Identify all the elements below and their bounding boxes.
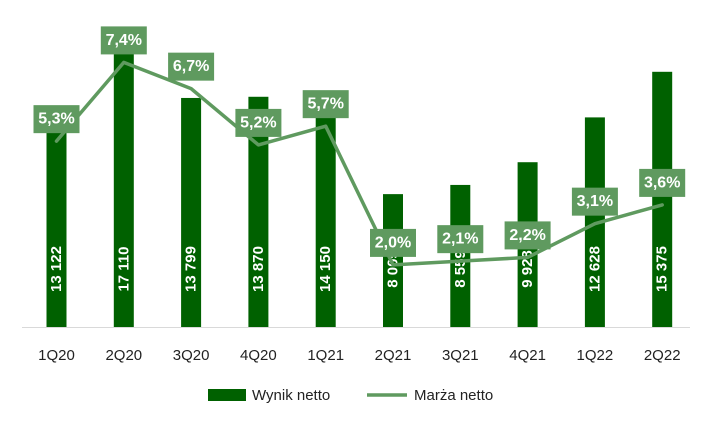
margin-label-box (302, 90, 349, 119)
legend: Wynik netto Marża netto (208, 387, 493, 404)
bar-value-label: 13 799 (183, 246, 200, 292)
x-tick-label: 2Q21 (375, 347, 412, 364)
margin-value-label: 6,7% (173, 58, 209, 75)
margin-label-box (33, 105, 80, 134)
bar-4q20 (248, 96, 269, 327)
legend-bar-swatch (208, 389, 246, 401)
margin-value-label: 5,3% (38, 111, 74, 128)
bar-value-label: 12 628 (586, 246, 603, 292)
margin-value-label: 5,7% (307, 96, 343, 113)
margin-label-box (370, 228, 416, 257)
line-layer: 5,3% 7,4% 6,7% 5,2% 5,7% 2,0% 2,1% 2,2% 3,1% 3,6% (33, 26, 686, 267)
x-tick-label: 3Q21 (442, 347, 479, 364)
bar-1q20 (46, 109, 67, 328)
bar-value-label: 15 375 (654, 246, 671, 292)
bar-2q22 (652, 71, 673, 327)
margin-label-box (168, 52, 215, 81)
x-tick-label: 3Q20 (173, 347, 210, 364)
margin-value-label: 2,1% (442, 231, 478, 248)
margin-value-label: 2,0% (375, 234, 411, 251)
bar-value-label: 8 559 (452, 250, 469, 288)
x-tick-label: 4Q20 (240, 347, 277, 364)
bar-value-label: 17 110 (115, 246, 132, 291)
margin-label-box (504, 221, 551, 250)
bar-value-label: 13 870 (250, 246, 267, 292)
bar-3q20 (181, 97, 202, 327)
margin-value-label: 2,2% (509, 227, 545, 244)
margin-value-label: 3,6% (644, 174, 680, 191)
bar-2q21 (383, 194, 403, 327)
x-tick-label: 1Q20 (38, 347, 75, 364)
margin-value-label: 5,2% (240, 114, 276, 131)
x-tick-label: 1Q22 (577, 347, 614, 364)
bar-3q21 (450, 184, 471, 327)
margin-label-box (437, 225, 484, 254)
margin-value-label: 3,1% (577, 193, 613, 210)
bar-2q20 (113, 43, 134, 327)
bar-value-label: 9 928 (519, 250, 536, 288)
margin-label-box (100, 26, 147, 55)
margin-value-label: 7,4% (106, 32, 142, 49)
legend-line-label: Marża netto (414, 387, 493, 404)
legend-bar-label: Wynik netto (252, 387, 330, 404)
margin-line (54, 60, 664, 267)
x-tick-label: 2Q20 (105, 347, 142, 364)
bar-value-label: 13 122 (48, 246, 65, 292)
margin-label-box (571, 187, 618, 216)
x-tick-label: 2Q22 (644, 347, 681, 364)
bars-layer: 13 122 17 110 13 799 13 870 14 150 8 005 8 559… (46, 43, 673, 328)
bar-value-label: 14 150 (317, 246, 334, 292)
margin-label-box (639, 168, 686, 197)
margin-label-box (235, 108, 282, 137)
x-tick-label: 1Q21 (307, 347, 344, 364)
bar-1q21 (315, 92, 336, 327)
x-tick-label: 4Q21 (509, 347, 546, 364)
x-axis: 1Q20 2Q20 3Q20 4Q20 1Q21 2Q21 3Q21 4Q21 1Q22 2Q22 (22, 327, 690, 364)
